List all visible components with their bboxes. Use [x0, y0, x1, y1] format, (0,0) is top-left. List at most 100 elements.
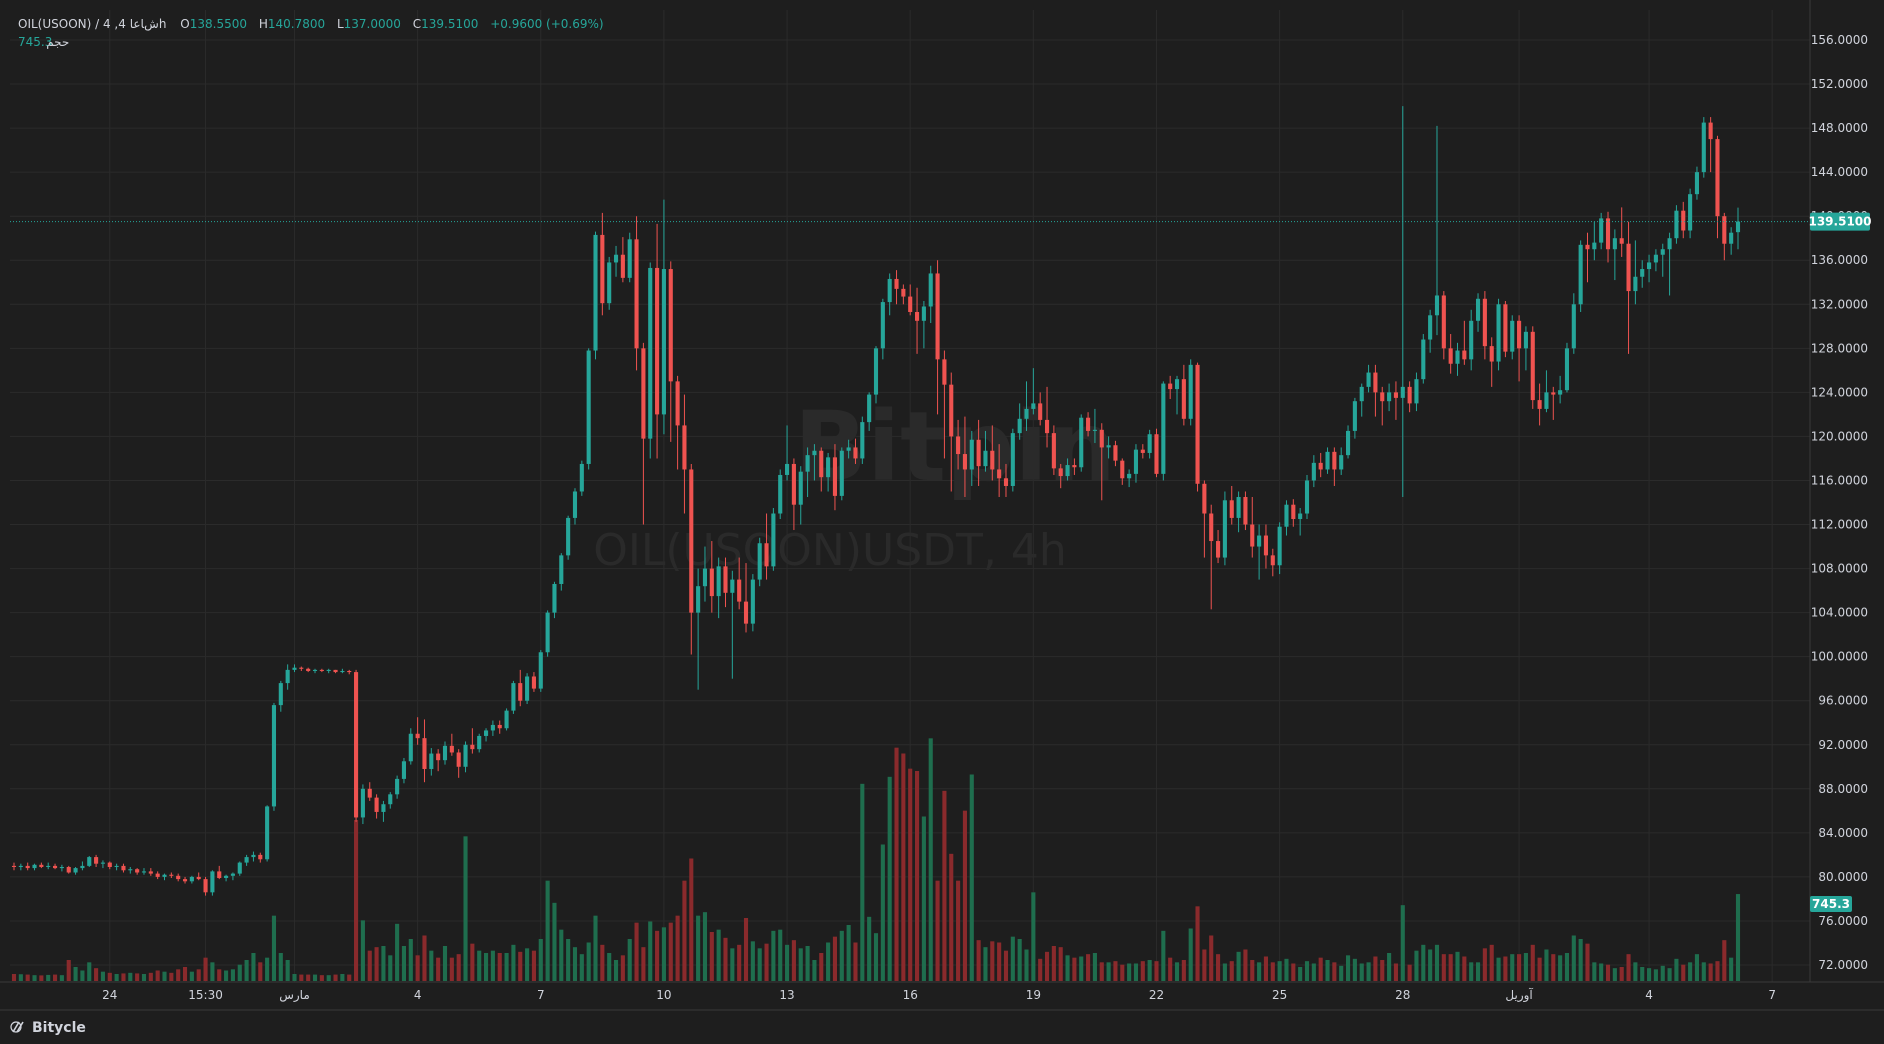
candle-body[interactable]	[203, 879, 208, 893]
candle-body[interactable]	[395, 778, 400, 795]
candle-body[interactable]	[791, 463, 796, 505]
candle-body[interactable]	[1475, 298, 1481, 321]
candle-body[interactable]	[1612, 238, 1617, 250]
candle-body[interactable]	[1304, 480, 1310, 514]
candle-body[interactable]	[1482, 298, 1487, 347]
candle-body[interactable]	[148, 871, 153, 874]
candle-body[interactable]	[1270, 555, 1275, 566]
candle-body[interactable]	[757, 543, 762, 580]
candle-body[interactable]	[1024, 408, 1029, 419]
candle-body[interactable]	[470, 744, 475, 750]
candle-body[interactable]	[128, 869, 133, 871]
candle-body[interactable]	[1510, 320, 1515, 352]
candle-body[interactable]	[1195, 364, 1200, 484]
candle-body[interactable]	[94, 857, 99, 864]
candle-body[interactable]	[1688, 194, 1693, 231]
candle-body[interactable]	[764, 543, 769, 567]
candle-body[interactable]	[1701, 122, 1706, 173]
candle-body[interactable]	[997, 469, 1002, 479]
candle-body[interactable]	[1421, 339, 1426, 380]
candle-body[interactable]	[1558, 390, 1563, 395]
candle-body[interactable]	[46, 865, 51, 867]
candle-body[interactable]	[1099, 429, 1104, 448]
candle-body[interactable]	[737, 579, 742, 602]
candle-body[interactable]	[1578, 244, 1583, 305]
candle-body[interactable]	[285, 669, 290, 684]
candle-body[interactable]	[1715, 139, 1720, 217]
candle-body[interactable]	[1038, 403, 1043, 420]
candle-body[interactable]	[1044, 419, 1050, 434]
candle-body[interactable]	[1455, 350, 1460, 364]
candle-body[interactable]	[627, 239, 632, 278]
candle-body[interactable]	[210, 871, 215, 893]
candle-body[interactable]	[675, 381, 680, 426]
candle-body[interactable]	[1441, 295, 1446, 349]
candle-body[interactable]	[483, 730, 489, 736]
candle-body[interactable]	[860, 422, 865, 459]
candle-body[interactable]	[1113, 445, 1118, 461]
candle-body[interactable]	[1065, 465, 1070, 477]
candle-body[interactable]	[983, 450, 988, 467]
candle-body[interactable]	[572, 491, 578, 518]
candle-body[interactable]	[969, 439, 974, 470]
candle-body[interactable]	[319, 669, 324, 671]
candle-body[interactable]	[511, 683, 516, 711]
candle-body[interactable]	[230, 873, 235, 876]
candle-body[interactable]	[1448, 348, 1453, 364]
candle-body[interactable]	[1263, 535, 1269, 556]
candle-body[interactable]	[490, 724, 495, 731]
candle-body[interactable]	[566, 517, 571, 556]
candle-body[interactable]	[497, 724, 502, 729]
candle-body[interactable]	[271, 705, 277, 807]
candle-body[interactable]	[1496, 304, 1501, 362]
candle-body[interactable]	[217, 871, 222, 879]
candle-body[interactable]	[702, 568, 708, 587]
candle-body[interactable]	[771, 513, 776, 567]
candle-body[interactable]	[600, 234, 605, 304]
candle-body[interactable]	[839, 450, 844, 496]
candle-body[interactable]	[292, 667, 297, 670]
candle-body[interactable]	[1585, 244, 1590, 250]
candle-body[interactable]	[1592, 242, 1597, 250]
candle-body[interactable]	[18, 865, 23, 867]
candle-body[interactable]	[326, 669, 331, 671]
candle-body[interactable]	[1551, 392, 1556, 395]
candle-body[interactable]	[429, 753, 434, 769]
candle-body[interactable]	[1243, 496, 1248, 525]
candle-body[interactable]	[1133, 449, 1139, 474]
candle-body[interactable]	[1058, 468, 1063, 477]
candle-body[interactable]	[798, 471, 803, 505]
candle-body[interactable]	[381, 804, 386, 812]
candle-body[interactable]	[442, 745, 448, 761]
candle-body[interactable]	[668, 269, 673, 382]
candle-body[interactable]	[360, 788, 365, 818]
candle-body[interactable]	[559, 555, 564, 584]
candle-body[interactable]	[52, 865, 58, 869]
candle-body[interactable]	[1517, 320, 1522, 349]
candle-body[interactable]	[333, 669, 338, 673]
candle-body[interactable]	[1222, 500, 1227, 558]
candle-body[interactable]	[1174, 379, 1180, 390]
candle-body[interactable]	[1428, 315, 1433, 340]
candle-body[interactable]	[655, 267, 660, 415]
candle-body[interactable]	[579, 463, 584, 492]
candle-body[interactable]	[648, 267, 653, 439]
candle-body[interactable]	[518, 683, 523, 701]
candle-body[interactable]	[340, 670, 345, 673]
candle-body[interactable]	[682, 425, 687, 470]
candle-body[interactable]	[196, 876, 201, 880]
candle-body[interactable]	[1660, 249, 1665, 255]
candle-body[interactable]	[367, 788, 372, 798]
candle-body[interactable]	[593, 234, 598, 351]
candle-body[interactable]	[388, 794, 393, 805]
candle-body[interactable]	[251, 854, 256, 858]
candle-body[interactable]	[1735, 221, 1741, 233]
candle-body[interactable]	[538, 652, 543, 689]
candle-body[interactable]	[1503, 304, 1508, 352]
candle-body[interactable]	[224, 875, 229, 879]
candle-body[interactable]	[956, 436, 961, 455]
candle-body[interactable]	[1161, 383, 1166, 474]
candle-body[interactable]	[401, 761, 407, 779]
candle-body[interactable]	[914, 311, 920, 321]
